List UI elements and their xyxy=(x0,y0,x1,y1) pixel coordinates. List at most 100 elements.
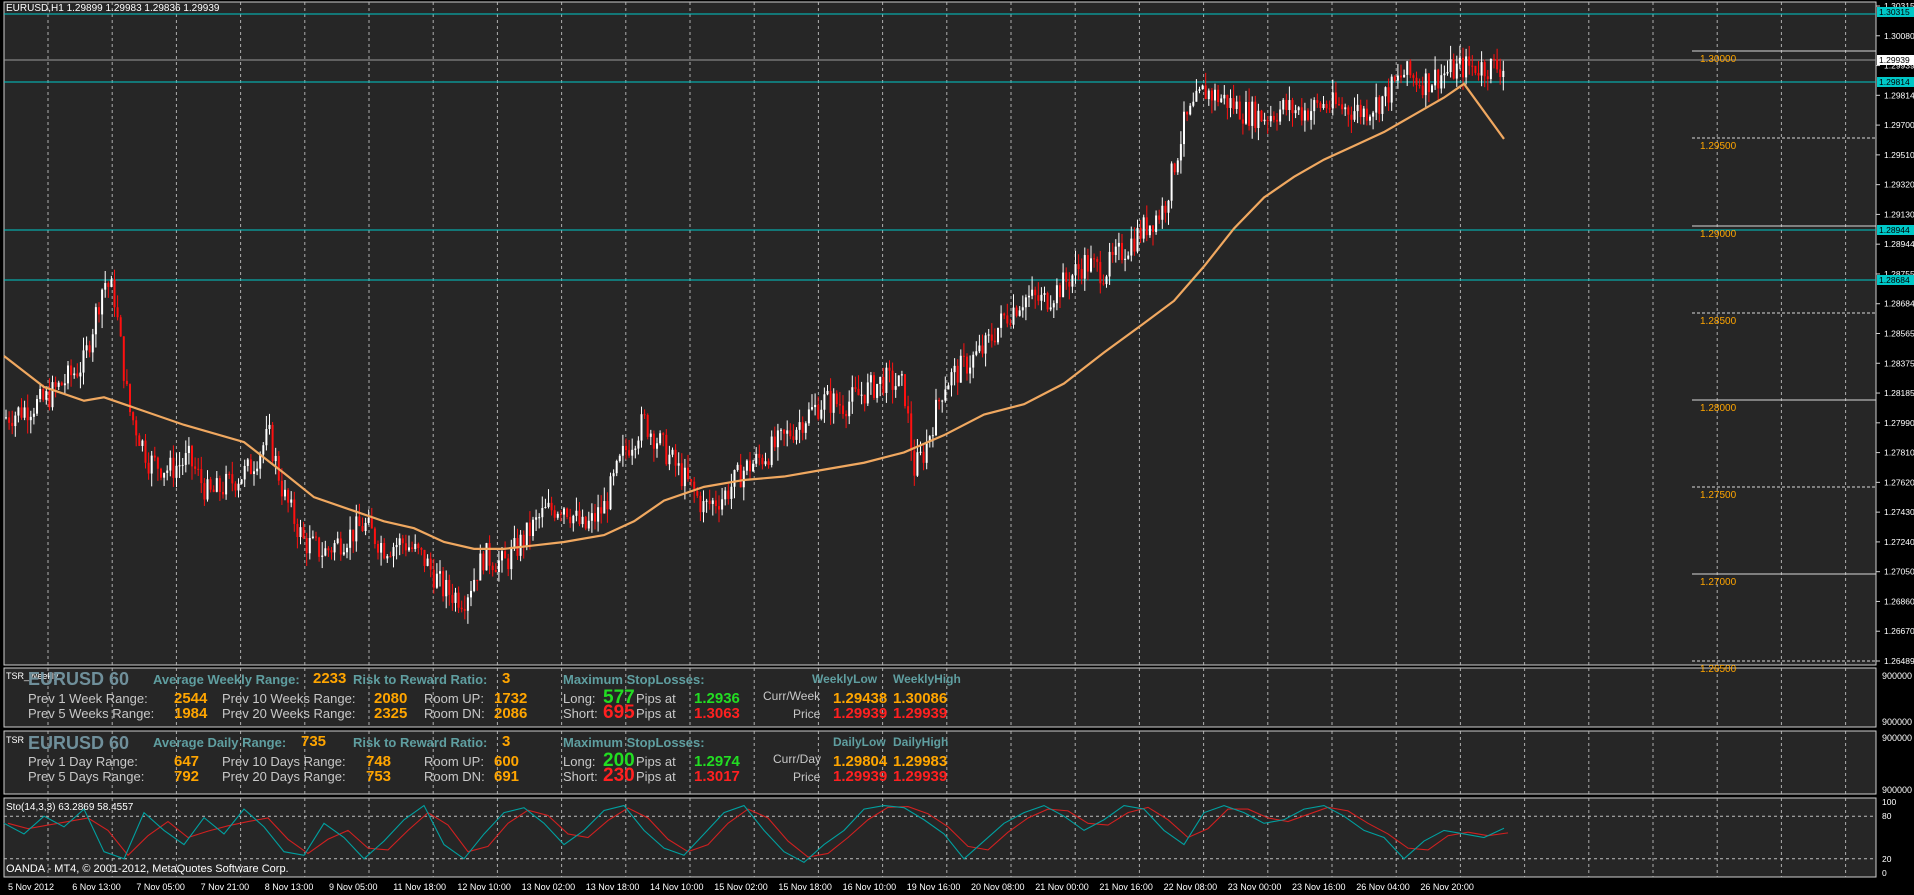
candle-body xyxy=(764,461,767,465)
candle-body xyxy=(249,459,252,474)
candle-body xyxy=(1297,107,1300,111)
candle-body xyxy=(383,543,386,559)
candle-body xyxy=(1272,115,1275,120)
candle-body xyxy=(457,592,460,608)
weekly-avg-val: 2233 xyxy=(313,670,347,687)
candle-body xyxy=(150,455,153,474)
candle-body xyxy=(1158,215,1161,220)
candle-body xyxy=(1415,77,1418,86)
x-tick-label: 13 Nov 02:00 xyxy=(522,882,576,892)
candle-body xyxy=(1471,65,1474,67)
candle-body xyxy=(225,473,228,495)
candle-body xyxy=(997,327,999,343)
candle-body xyxy=(1400,75,1402,78)
candle-body xyxy=(51,382,54,408)
candle-body xyxy=(1201,85,1204,90)
candle-body xyxy=(612,473,615,477)
daily-p20-val: 753 xyxy=(366,768,392,785)
candle-body xyxy=(110,279,113,287)
candle-body xyxy=(677,463,680,466)
candle-body xyxy=(1427,73,1430,93)
candle-body xyxy=(966,356,968,374)
y-tick-label: 1.26860 xyxy=(1884,596,1914,606)
candle-body xyxy=(1350,114,1353,120)
candle-body xyxy=(674,449,677,466)
round-level-label: 1.28000 xyxy=(1700,403,1737,414)
y-tick-label: 1.29939 xyxy=(1884,61,1914,71)
candle-body xyxy=(166,470,169,473)
candle-body xyxy=(237,483,240,491)
daily-cur-low: 1.29804 xyxy=(833,753,888,770)
stoch-level-label: 20 xyxy=(1882,854,1892,864)
candle-body xyxy=(1322,104,1325,108)
daily-short-label: Short: xyxy=(563,769,598,784)
y-tick-label: 1.27990 xyxy=(1884,418,1914,428)
x-tick-label: 7 Nov 05:00 xyxy=(136,882,185,892)
stoch-level-label: 0 xyxy=(1882,868,1887,878)
y-tick-label: 1.29320 xyxy=(1884,180,1914,190)
candle-body xyxy=(73,373,76,376)
weekly-high-hdr: WeeklyHigh xyxy=(893,672,961,686)
main-plot-area xyxy=(3,1,1877,666)
weekly-axis-bot: 900000 xyxy=(1882,717,1913,727)
candle-body xyxy=(1378,97,1381,114)
candle-body xyxy=(1080,269,1083,279)
candle-body xyxy=(1483,62,1486,77)
stoch-header: Sto(14,3,3) 63.2869 58.4557 xyxy=(6,802,134,813)
candle-body xyxy=(352,529,355,542)
candle-body xyxy=(838,404,841,406)
candle-body xyxy=(609,476,612,510)
daily-long-price: 1.2974 xyxy=(694,753,740,770)
candle-body xyxy=(1055,285,1058,304)
candle-body xyxy=(829,390,832,413)
candle-body xyxy=(395,544,398,548)
candle-body xyxy=(1440,75,1443,89)
candle-body xyxy=(956,365,959,383)
x-tick-label: 20 Nov 08:00 xyxy=(971,882,1025,892)
candle-body xyxy=(1152,225,1154,232)
y-tick-label: 1.29700 xyxy=(1884,120,1914,130)
candle-body xyxy=(333,543,336,553)
candle-body xyxy=(733,470,736,487)
candle-body xyxy=(311,536,314,538)
daily-price-low: 1.29939 xyxy=(833,768,888,785)
candle-body xyxy=(581,516,584,525)
candle-body xyxy=(194,466,197,469)
main-header: EURUSD,H1 1.29899 1.29983 1.29836 1.2993… xyxy=(6,3,220,14)
candle-body xyxy=(45,391,48,400)
candle-body xyxy=(494,570,497,573)
candle-body xyxy=(1127,255,1130,259)
candle-body xyxy=(1217,89,1220,103)
candle-body xyxy=(20,407,23,418)
candle-body xyxy=(1102,283,1105,285)
candle-body xyxy=(463,609,466,611)
candle-body xyxy=(1282,99,1285,110)
round-level-label: 1.27000 xyxy=(1700,577,1737,588)
candle-body xyxy=(538,517,541,519)
candle-body xyxy=(631,449,634,456)
weekly-tag: TSR_Weekly xyxy=(6,671,59,681)
candle-body xyxy=(287,489,290,503)
candle-body xyxy=(702,501,705,513)
candle-body xyxy=(817,404,820,419)
candle-body xyxy=(361,525,364,532)
candle-body xyxy=(618,455,621,461)
candle-body xyxy=(1288,100,1291,111)
candle-body xyxy=(1133,238,1136,252)
candle-body xyxy=(315,536,317,538)
candle-body xyxy=(532,519,534,537)
daily-tag: TSR xyxy=(6,735,24,745)
candle-body xyxy=(1462,57,1464,78)
candle-body xyxy=(1434,69,1437,86)
candle-body xyxy=(1353,111,1356,120)
candle-body xyxy=(637,440,640,449)
candle-body xyxy=(42,389,45,400)
candle-body xyxy=(1266,119,1269,122)
candle-body xyxy=(1214,89,1216,101)
candle-body xyxy=(63,383,66,386)
candle-body xyxy=(913,450,916,476)
candle-body xyxy=(308,537,311,554)
candle-body xyxy=(1421,85,1424,96)
